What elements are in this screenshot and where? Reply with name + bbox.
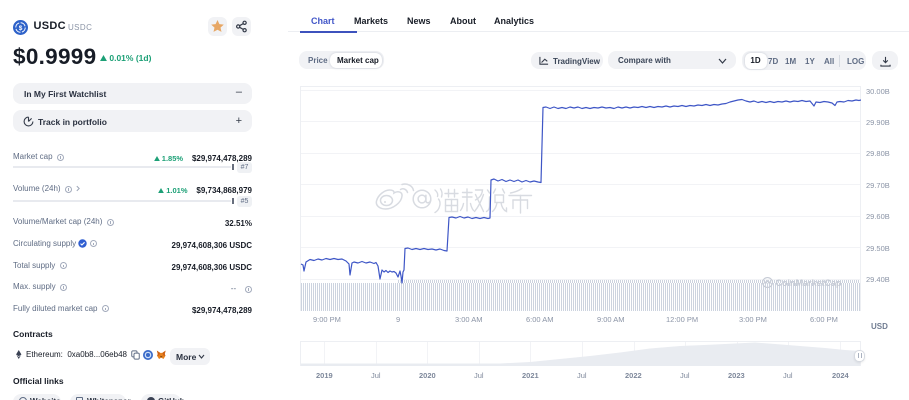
svg-text:$: $ [19,25,23,32]
